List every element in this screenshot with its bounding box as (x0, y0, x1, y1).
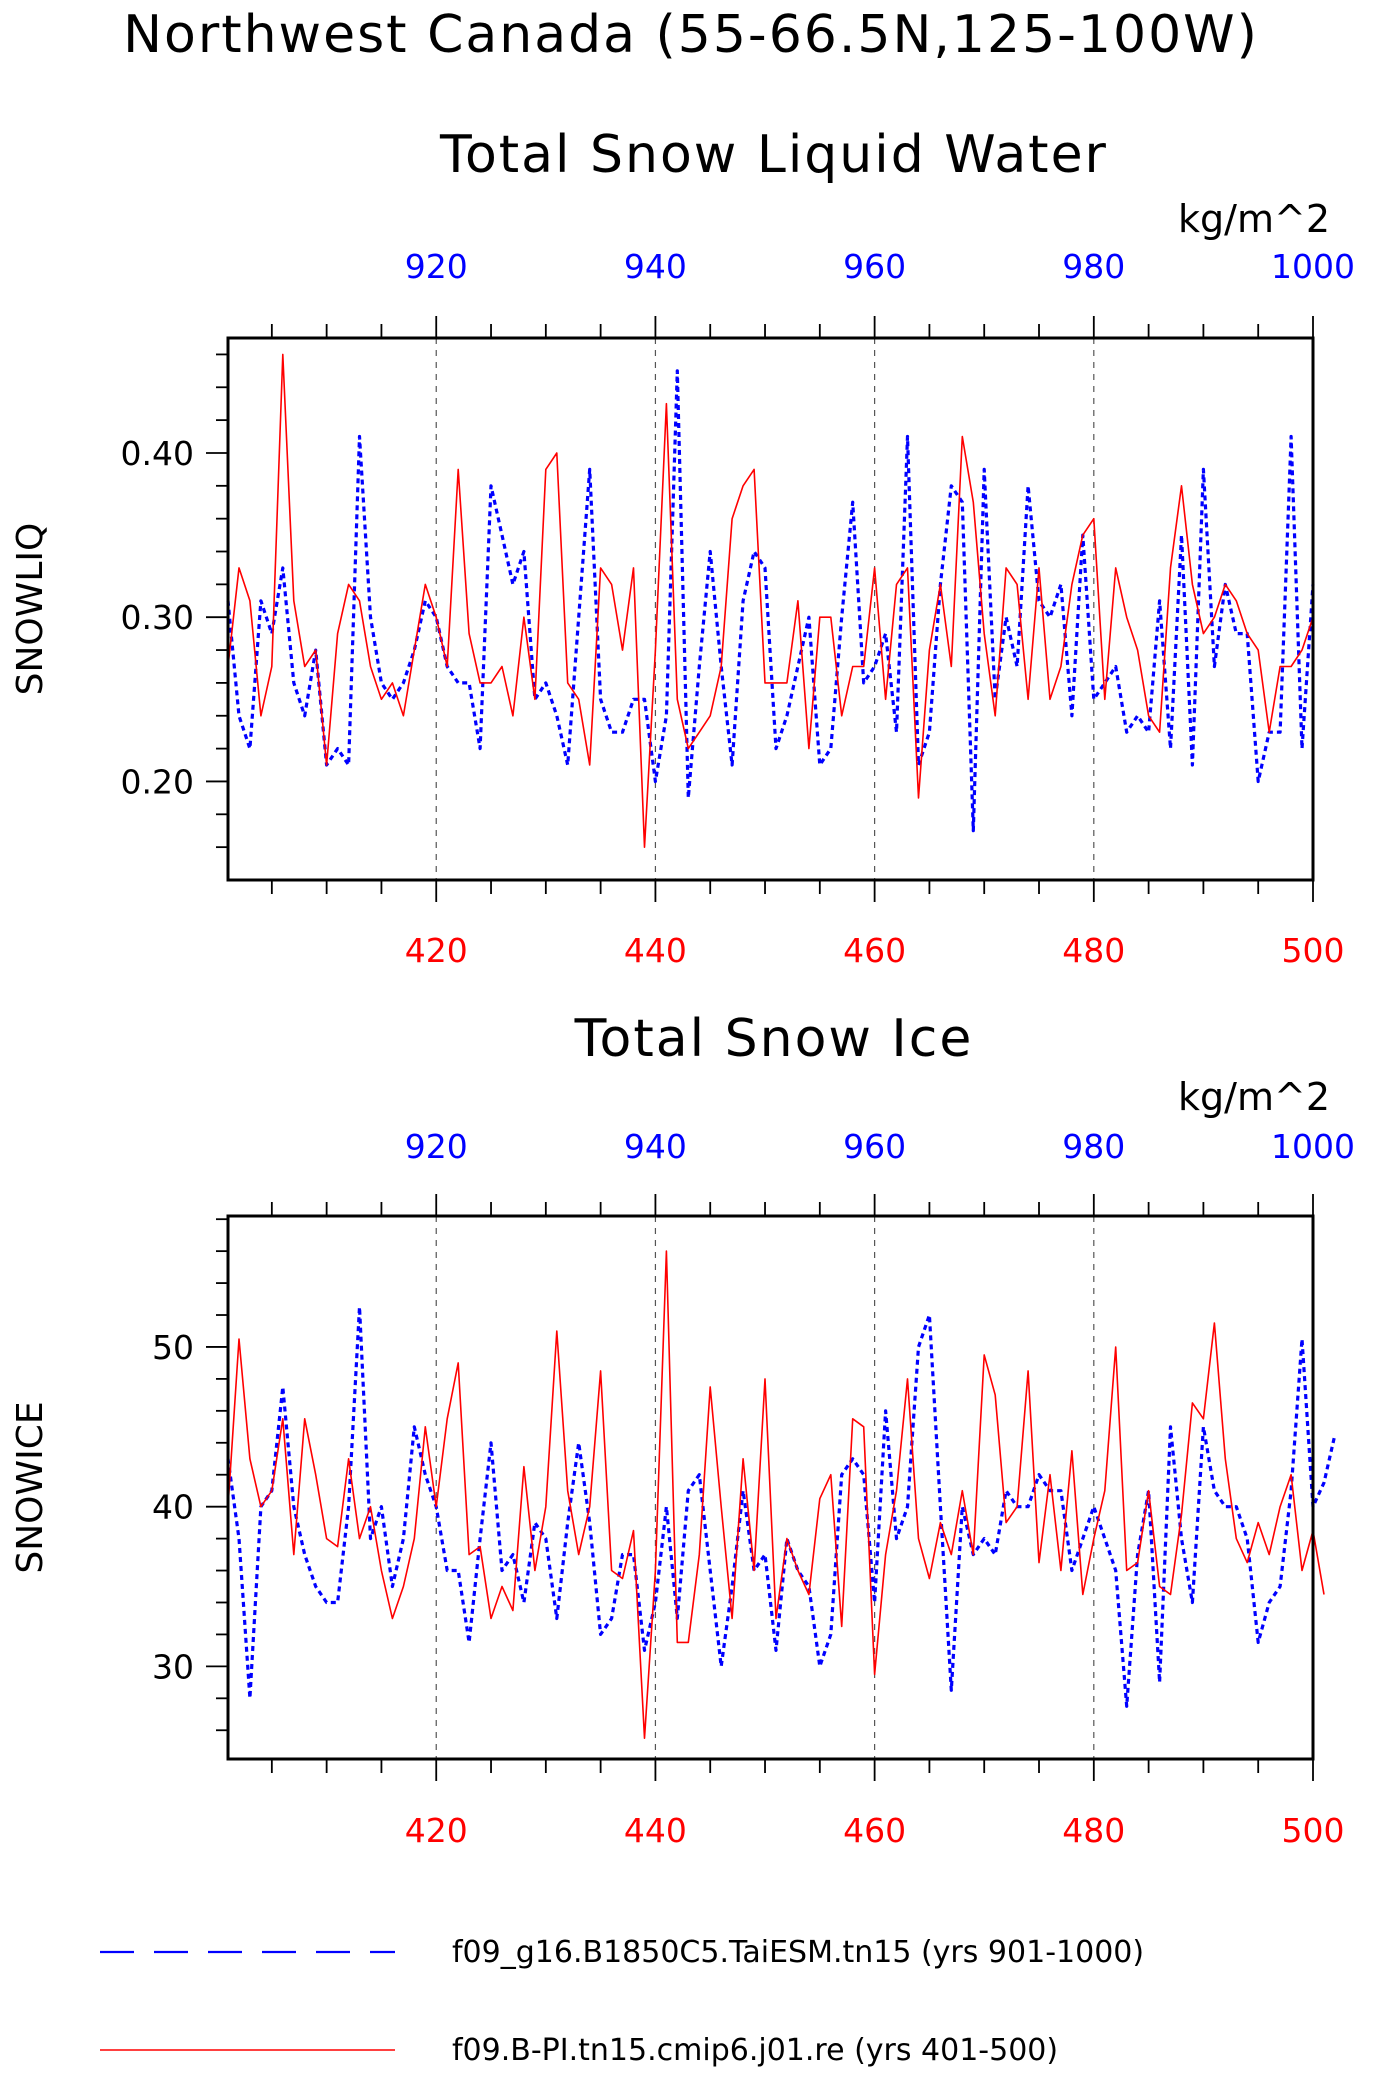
top-tick-label: 960 (843, 1127, 906, 1166)
series-line-cmip6 (227, 1250, 1325, 1739)
figure-title: Northwest Canada (55-66.5N,125-100W) (123, 5, 1259, 65)
panel-title: Total Snow Ice (574, 1009, 974, 1069)
bottom-tick-label: 440 (624, 1811, 687, 1850)
y-tick-label: 30 (152, 1647, 194, 1686)
y-axis-label: SNOWICE (10, 1401, 51, 1573)
bottom-tick-label: 420 (405, 1811, 468, 1850)
y-tick-label: 0.40 (121, 434, 194, 473)
bottom-tick-label: 480 (1062, 1811, 1125, 1850)
y-tick-label: 0.20 (121, 762, 194, 801)
top-tick-label: 1000 (1271, 247, 1355, 286)
bottom-tick-label: 420 (405, 931, 468, 970)
snowice-panel: Total Snow Ice kg/m^2 920 940 960 980 1000 420 4… (10, 1009, 1355, 1850)
legend: f09_g16.B1850C5.TaiESM.tn15 (yrs 901-100… (100, 1935, 1144, 2068)
top-tick-label: 940 (624, 247, 687, 286)
top-tick-label: 960 (843, 247, 906, 286)
units-label: kg/m^2 (1178, 1075, 1330, 1119)
bottom-tick-label: 460 (843, 931, 906, 970)
top-tick-label: 920 (405, 247, 468, 286)
units-label: kg/m^2 (1178, 197, 1330, 241)
plot-frame (226, 1214, 1315, 1761)
y-tick-label: 0.30 (121, 598, 194, 637)
y-tick-label: 40 (152, 1488, 194, 1527)
series-line-cmip6 (227, 353, 1314, 849)
top-tick-label: 1000 (1271, 1127, 1355, 1166)
bottom-tick-label: 460 (843, 1811, 906, 1850)
top-tick-label: 980 (1062, 1127, 1125, 1166)
legend-label-cmip6: f09.B-PI.tn15.cmip6.j01.re (yrs 401-500) (452, 2033, 1058, 2068)
legend-label-taiesm: f09_g16.B1850C5.TaiESM.tn15 (yrs 901-100… (452, 1935, 1144, 1970)
top-tick-label: 980 (1062, 247, 1125, 286)
panel-title: Total Snow Liquid Water (439, 125, 1108, 185)
series-line-taiesm (226, 369, 1315, 833)
bottom-tick-label: 440 (624, 931, 687, 970)
plot-frame (226, 336, 1315, 882)
snowliq-panel: Total Snow Liquid Water kg/m^2 920 940 960 98… (10, 125, 1355, 970)
y-axis-label: SNOWLIQ (10, 523, 51, 696)
top-tick-label: 940 (624, 1127, 687, 1166)
bottom-tick-label: 480 (1062, 931, 1125, 970)
top-tick-label: 920 (405, 1127, 468, 1166)
bottom-tick-label: 500 (1282, 1811, 1345, 1850)
bottom-tick-label: 500 (1282, 931, 1345, 970)
y-tick-label: 50 (152, 1328, 194, 1367)
series-line-taiesm (226, 1305, 1337, 1708)
